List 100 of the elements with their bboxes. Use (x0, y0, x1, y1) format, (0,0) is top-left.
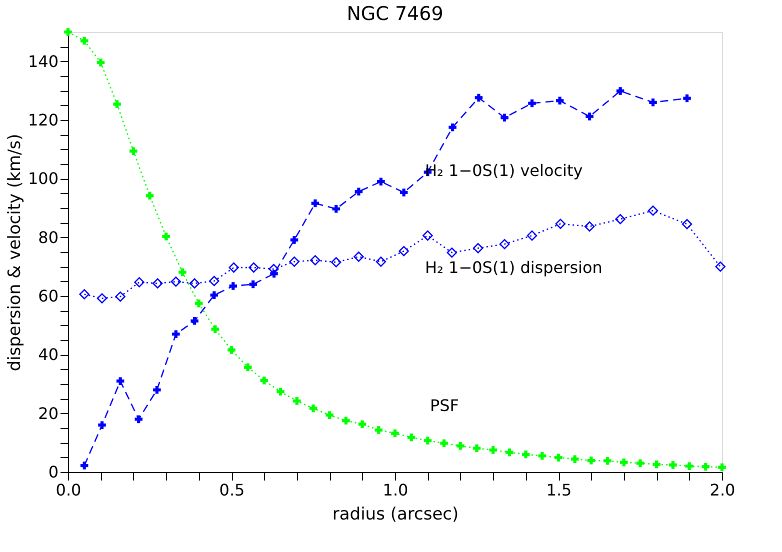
point (474, 94, 483, 102)
point (79, 289, 90, 300)
point (472, 243, 484, 254)
point (244, 363, 252, 372)
x-tick-label: 0.5 (219, 480, 245, 500)
point (400, 188, 408, 196)
point (616, 87, 624, 95)
point (440, 439, 448, 448)
x-axis-title: radius (arcsec) (332, 504, 459, 524)
point (289, 256, 300, 267)
point (648, 206, 658, 216)
point (332, 205, 340, 213)
point (96, 58, 105, 66)
point (587, 456, 596, 464)
point (702, 462, 710, 471)
point (448, 123, 456, 132)
point (170, 276, 182, 287)
point (293, 397, 301, 405)
point (96, 293, 108, 304)
point (556, 96, 564, 105)
point (342, 416, 350, 425)
point (377, 178, 385, 186)
point (248, 262, 259, 273)
point (500, 114, 508, 122)
point (526, 230, 538, 241)
point (249, 280, 257, 288)
point (584, 221, 595, 232)
point (649, 98, 657, 106)
x-tick-label: 0.0 (56, 480, 82, 500)
point (211, 325, 220, 334)
point (376, 256, 386, 267)
point (586, 112, 594, 120)
point (113, 100, 121, 108)
y-tick-label: 140 (28, 52, 58, 71)
point (115, 291, 126, 302)
point (555, 218, 566, 229)
point (290, 236, 298, 244)
x-tick-label: 2.0 (710, 480, 736, 500)
point (189, 278, 200, 289)
point (80, 36, 88, 45)
point (636, 459, 644, 468)
point (685, 462, 694, 470)
point (506, 448, 514, 456)
point (326, 411, 334, 419)
point (116, 377, 124, 385)
point (446, 247, 458, 258)
point (130, 147, 138, 155)
point (98, 421, 106, 429)
point (146, 192, 154, 200)
point (210, 291, 218, 299)
chart-title: NGC 7469 (346, 3, 444, 26)
point (331, 257, 342, 268)
point (358, 420, 366, 428)
point (162, 232, 170, 240)
point (260, 376, 268, 384)
point (178, 268, 186, 276)
point (424, 436, 432, 444)
point (354, 188, 363, 196)
point (522, 450, 530, 458)
point (391, 429, 399, 438)
point (194, 299, 203, 308)
point (311, 199, 320, 208)
point (620, 458, 628, 466)
y-tick-label: 120 (28, 110, 58, 130)
point (172, 330, 180, 338)
point (718, 463, 726, 472)
point (489, 446, 497, 454)
point (683, 94, 691, 102)
point (354, 252, 364, 262)
point (604, 456, 612, 465)
point (570, 455, 579, 463)
point (615, 214, 626, 224)
point (456, 442, 464, 450)
point (669, 461, 677, 469)
point (682, 219, 692, 230)
y-tick-label: 100 (28, 169, 58, 188)
point (309, 404, 318, 412)
x-tick-label: 1.5 (546, 480, 572, 500)
y-axis-title: dispersion & velocity (km/s) (4, 134, 25, 372)
y-tick-label: 60 (38, 286, 58, 306)
point (398, 246, 409, 256)
point (134, 415, 143, 424)
y-tick-label: 20 (38, 404, 58, 423)
point (80, 462, 88, 470)
point (153, 386, 161, 394)
x-tick-label: 1.0 (382, 480, 408, 500)
point (652, 460, 660, 468)
point (472, 444, 481, 452)
point (209, 276, 220, 286)
annotation: PSF (430, 396, 460, 415)
point (528, 99, 536, 108)
point (715, 262, 726, 272)
point (152, 278, 163, 289)
point (499, 238, 510, 250)
annotation: H₂ 1−0S(1) dispersion (425, 258, 602, 277)
y-tick-label: 40 (38, 345, 58, 364)
point (407, 434, 416, 442)
point (228, 262, 239, 273)
point (422, 230, 433, 241)
point (310, 255, 320, 266)
